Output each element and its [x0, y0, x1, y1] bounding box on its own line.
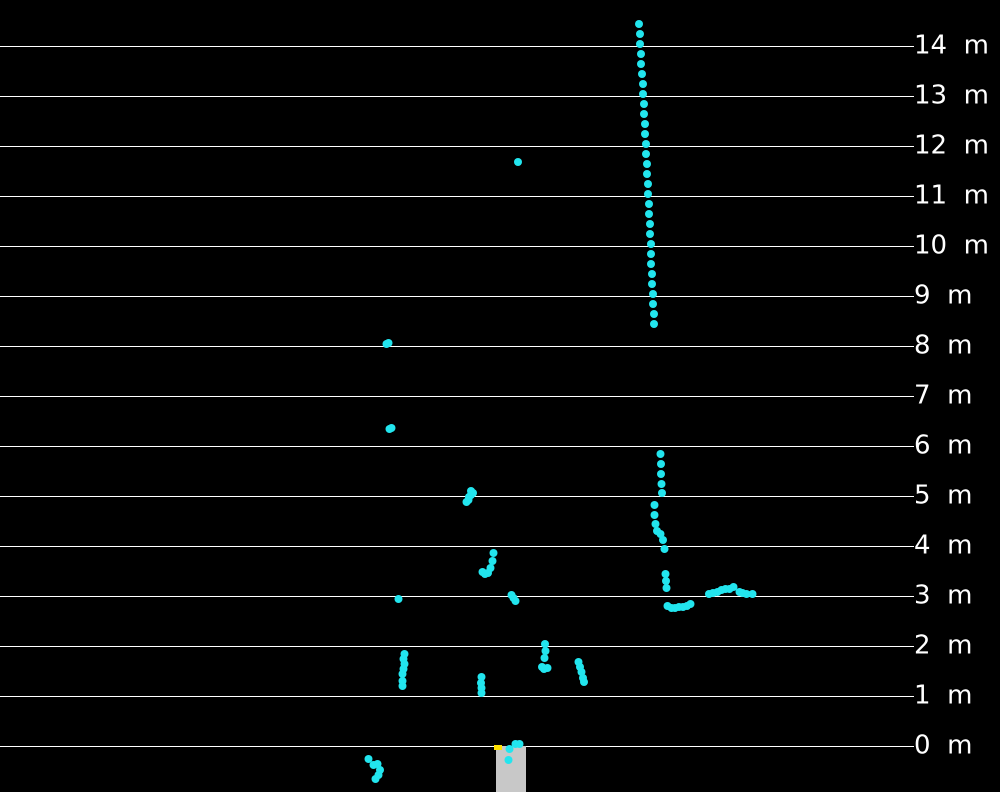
tick-label-10: 10 m: [914, 231, 989, 261]
tick-label-8: 8 m: [914, 331, 972, 361]
data-point: [580, 678, 588, 686]
data-point: [642, 140, 650, 148]
sensor-origin-marker: [496, 746, 526, 792]
tick-label-0: 0 m: [914, 731, 972, 761]
tick-label-5: 5 m: [914, 481, 972, 511]
data-point: [646, 230, 654, 238]
data-point: [644, 180, 652, 188]
data-point: [662, 584, 671, 592]
tick-label-14: 14 m: [914, 31, 989, 61]
data-point: [650, 320, 658, 328]
data-point: [638, 70, 646, 78]
tick-label-11: 11 m: [914, 181, 989, 211]
data-point: [394, 595, 403, 603]
data-point: [649, 290, 657, 298]
data-point: [660, 545, 669, 553]
data-point: [656, 530, 665, 538]
data-point: [650, 501, 659, 509]
tick-label-7: 7 m: [914, 381, 972, 411]
data-point: [635, 20, 643, 28]
data-point: [477, 689, 486, 697]
data-point: [515, 740, 524, 748]
data-point: [642, 150, 650, 158]
data-point: [541, 640, 549, 648]
data-point: [488, 557, 497, 565]
data-point: [384, 339, 393, 347]
data-point: [489, 549, 498, 557]
data-point: [640, 110, 648, 118]
data-point: [541, 647, 550, 655]
data-point: [373, 760, 382, 768]
data-point: [637, 60, 645, 68]
data-point: [643, 160, 651, 168]
data-point: [647, 260, 655, 268]
data-point: [650, 310, 658, 318]
data-point: [637, 50, 645, 58]
data-point: [649, 300, 657, 308]
data-point: [364, 755, 373, 763]
data-point: [648, 280, 656, 288]
data-point: [477, 673, 486, 681]
tick-labels: 0 m 1 m 2 m 3 m 4 m 5 m 6 m 7 m 8 m 9 m 10 m 11 m 12…: [914, 31, 989, 761]
data-point: [658, 489, 666, 497]
data-point: [387, 424, 396, 432]
data-point: [729, 583, 738, 591]
data-point: [504, 756, 513, 764]
data-point: [647, 240, 655, 248]
data-point: [657, 460, 665, 468]
data-point: [647, 250, 655, 258]
data-point: [505, 745, 514, 753]
data-point: [748, 590, 757, 598]
tick-label-6: 6 m: [914, 431, 972, 461]
data-point: [686, 600, 695, 608]
data-point: [462, 498, 471, 506]
data-point: [645, 200, 653, 208]
data-point: [511, 597, 520, 605]
data-point: [514, 158, 522, 166]
data-point: [577, 668, 586, 676]
tick-label-4: 4 m: [914, 531, 972, 561]
data-point: [643, 170, 651, 178]
data-point: [646, 220, 654, 228]
data-point: [650, 511, 659, 519]
data-point: [656, 450, 665, 458]
data-point: [540, 654, 549, 662]
data-points: [364, 20, 757, 783]
data-point: [639, 80, 647, 88]
tick-label-12: 12 m: [914, 131, 989, 161]
tick-label-13: 13 m: [914, 81, 989, 111]
data-point: [657, 480, 666, 488]
data-point: [398, 682, 407, 690]
tick-label-2: 2 m: [914, 631, 972, 661]
data-point: [538, 663, 546, 671]
data-point: [641, 130, 649, 138]
data-point: [636, 30, 644, 38]
data-point: [641, 120, 649, 128]
sensor-highlight-marker: [494, 745, 502, 750]
data-point: [661, 570, 670, 578]
data-point: [639, 90, 647, 98]
tick-label-9: 9 m: [914, 281, 972, 311]
data-point: [467, 487, 475, 495]
data-point: [398, 670, 407, 678]
data-point: [478, 568, 487, 576]
data-point: [742, 590, 751, 598]
gridlines: [0, 46, 914, 747]
data-point: [645, 210, 653, 218]
data-point: [651, 520, 660, 528]
data-point: [662, 577, 670, 585]
data-point: [648, 270, 656, 278]
data-point: [640, 100, 648, 108]
data-point: [644, 190, 652, 198]
tick-label-1: 1 m: [914, 681, 972, 711]
data-point: [659, 536, 667, 544]
data-point: [636, 40, 644, 48]
data-point: [657, 470, 665, 478]
data-point: [371, 775, 380, 783]
tick-label-3: 3 m: [914, 581, 972, 611]
